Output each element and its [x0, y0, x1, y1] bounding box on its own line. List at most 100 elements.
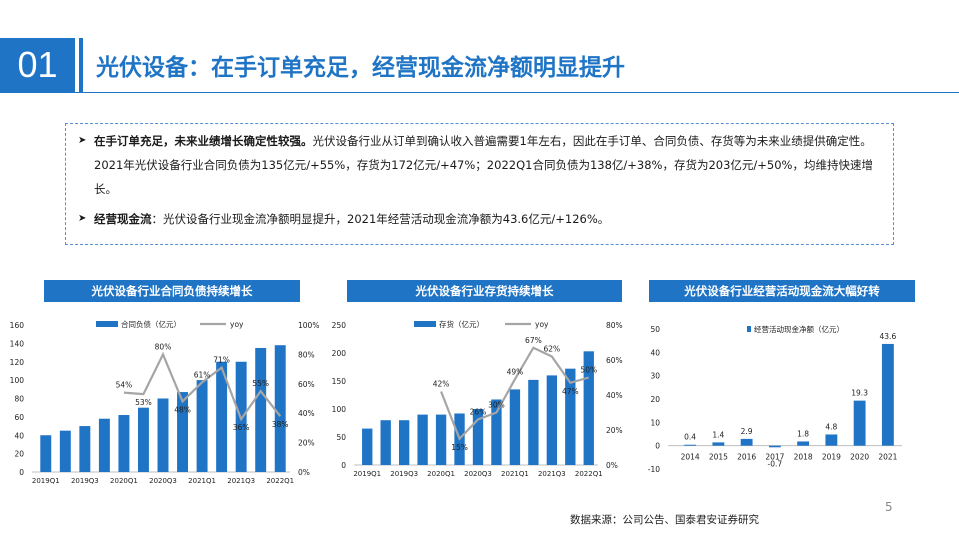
chart-2-data-label: 30%: [488, 401, 505, 410]
chart-2-bar: [380, 420, 391, 465]
chart-3-bar: [797, 441, 810, 446]
chart-3-legend-swatch: [747, 326, 751, 332]
chart-2-data-label: 42%: [433, 380, 450, 389]
summary-point-2-lead: 经营现金流: [94, 212, 152, 226]
chart-2-x-tick-label: 2019Q3: [390, 470, 418, 478]
chart-3-tick-label: 30: [650, 372, 660, 381]
chart-1-left-tick-label: 100: [10, 376, 25, 385]
chart-3-tick-label: 20: [650, 395, 660, 404]
chart-3-tick-label: 10: [650, 418, 660, 427]
arrow-right-bullet-icon: ➤: [78, 135, 87, 146]
section-number-badge: 01: [0, 38, 75, 92]
chart-2-data-label: 62%: [544, 345, 561, 354]
chart-2-left-tick-label: 0: [341, 461, 346, 470]
chart-1-right-tick-label: 0%: [298, 468, 310, 477]
chart-3-bar: [684, 444, 697, 446]
chart-1-left-tick-label: 20: [14, 450, 24, 459]
chart-1-left-tick-label: 160: [10, 321, 25, 330]
chart-1-x-tick-label: 2019Q1: [32, 477, 60, 485]
chart-1-bar: [59, 430, 71, 472]
chart-2-title: 光伏设备行业存货持续增长: [347, 280, 622, 302]
chart-2-bar: [509, 389, 521, 465]
header-rule: [0, 92, 959, 93]
page-number: 5: [885, 500, 893, 514]
chart-2-data-label: 47%: [562, 387, 579, 396]
chart-1-legend-label-bar: 合同负债（亿元）: [121, 319, 181, 329]
chart-2-right-tick-label: 40%: [606, 391, 623, 400]
chart-3-data-label: 19.3: [851, 389, 868, 398]
chart-3-bar: [825, 434, 838, 446]
chart-1-data-label: 80%: [155, 342, 172, 351]
chart-2-inventory: 250 200 150 100 50 0 80% 60% 40% 20% 0% 2019Q1 2019Q…: [332, 319, 623, 478]
chart-2-x-tick-label: 2022Q1: [575, 470, 603, 478]
chart-1-x-tick-label: 2019Q3: [71, 477, 99, 485]
chart-2-bar: [435, 414, 447, 465]
chart-1-data-label: 48%: [174, 405, 191, 414]
chart-3-x-tick-label: 2014: [681, 453, 700, 462]
chart-2-legend-label-bar: 存货（亿元）: [439, 319, 484, 329]
source-note: 数据来源：公司公告、国泰君安证券研究: [570, 514, 759, 526]
chart-1-left-tick-label: 80: [14, 395, 24, 404]
chart-3-x-tick-label: 2020: [850, 453, 869, 462]
chart-1-contract-liabilities: 160 140 120 100 80 60 40 20 0 100% 80% 60% 40% 20% 0% 2…: [10, 319, 320, 485]
chart-3-data-label: 43.6: [880, 332, 897, 341]
chart-1-right-tick-label: 20%: [298, 439, 315, 448]
chart-3-operating-cashflow: 50403020100-100.420141.420152.92016-0.72…: [648, 324, 902, 474]
chart-2-bar: [398, 420, 410, 465]
chart-3-x-tick-label: 2018: [794, 453, 813, 462]
chart-2-bar: [417, 414, 428, 465]
chart-1-legend-label-line: yoy: [230, 320, 244, 329]
chart-2-right-tick-label: 0%: [606, 461, 618, 470]
chart-1-x-tick-label: 2021Q3: [227, 477, 255, 485]
chart-1-x-tick-label: 2022Q1: [266, 477, 294, 485]
chart-1-bar: [118, 415, 130, 472]
chart-1-bar: [177, 392, 189, 472]
chart-3-x-tick-label: 2015: [709, 453, 728, 462]
chart-2-right-tick-label: 80%: [606, 321, 623, 330]
chart-3-bar: [881, 343, 894, 446]
chart-3-data-label: -0.7: [768, 459, 783, 468]
chart-1-left-tick-label: 120: [10, 358, 25, 367]
chart-2-left-tick-label: 50: [336, 433, 346, 442]
chart-1-data-label: 38%: [272, 420, 289, 429]
chart-3-tick-label: 40: [650, 348, 660, 357]
chart-2-yoy-line: [440, 346, 590, 441]
chart-2-x-tick-label: 2020Q3: [464, 470, 492, 478]
chart-3-data-label: 4.8: [825, 422, 837, 431]
chart-2-left-tick-label: 200: [332, 349, 347, 358]
chart-2-x-tick-label: 2020Q1: [427, 470, 455, 478]
chart-1-data-label: 53%: [135, 398, 152, 407]
chart-3-x-tick-label: 2021: [878, 453, 897, 462]
chart-2-left-tick-label: 150: [332, 377, 347, 386]
chart-2-data-label: 49%: [507, 367, 524, 376]
chart-1-data-label: 54%: [116, 381, 133, 390]
chart-1-bar: [274, 345, 286, 472]
chart-1-bar: [40, 435, 52, 472]
chart-3-x-tick-label: 2017: [765, 453, 784, 462]
chart-2-bar: [546, 375, 558, 465]
chart-1-left-tick-label: 140: [10, 339, 25, 348]
chart-1-bar: [216, 361, 228, 472]
section-divider-bar: [79, 38, 83, 92]
chart-1-data-label: 36%: [233, 423, 250, 432]
chart-1-x-tick-label: 2020Q3: [149, 477, 177, 485]
chart-3-bar: [712, 442, 725, 446]
chart-1-data-label: 71%: [213, 356, 230, 365]
chart-1-x-tick-label: 2020Q1: [110, 477, 138, 485]
chart-1-bar: [98, 418, 110, 472]
chart-3-x-tick-label: 2016: [737, 453, 756, 462]
chart-2-bar: [472, 409, 484, 465]
chart-1-bar: [79, 426, 91, 472]
chart-3-bar: [768, 445, 781, 448]
chart-3-title: 光伏设备行业经营活动现金流大幅好转: [649, 280, 915, 302]
chart-1-yoy-line: [123, 351, 282, 422]
chart-3-tick-label: -10: [648, 465, 660, 474]
chart-2-left-tick-label: 250: [332, 321, 347, 330]
chart-3-data-label: 0.4: [684, 433, 696, 442]
chart-2-data-label: 50%: [580, 366, 597, 375]
chart-1-data-label: 55%: [252, 379, 269, 388]
chart-1-left-tick-label: 0: [19, 468, 24, 477]
summary-box: ➤ 在手订单充足，未来业绩增长确定性较强。光伏设备行业从订单到确认收入普遍需要1…: [65, 123, 894, 245]
summary-point-1: ➤ 在手订单充足，未来业绩增长确定性较强。光伏设备行业从订单到确认收入普遍需要1…: [78, 129, 883, 201]
chart-1-x-tick-label: 2021Q1: [188, 477, 216, 485]
